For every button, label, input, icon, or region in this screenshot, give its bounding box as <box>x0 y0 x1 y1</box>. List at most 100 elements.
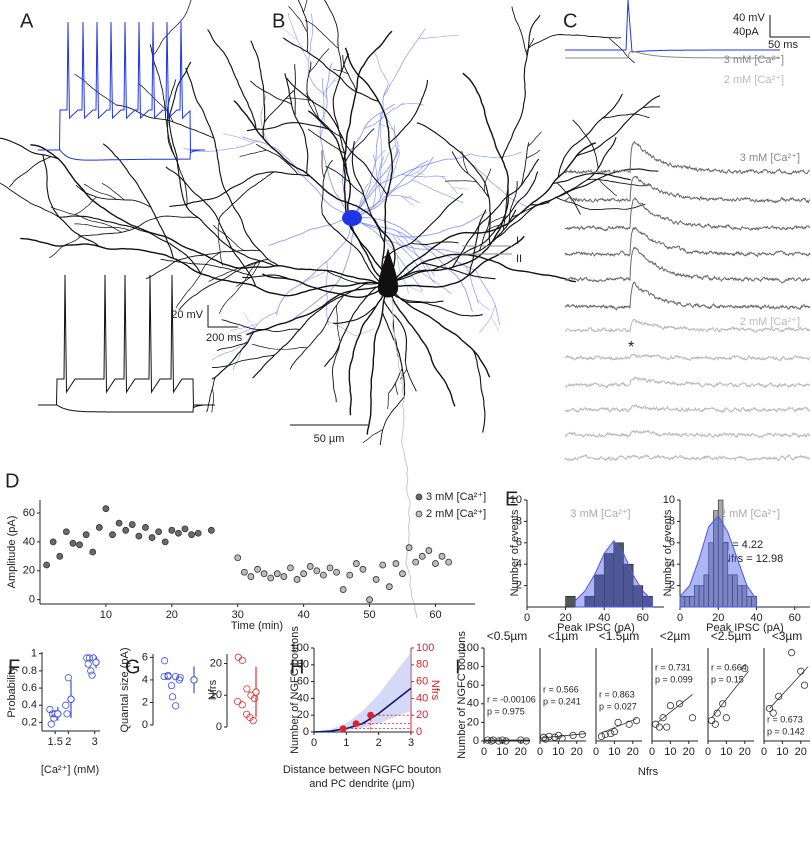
dendrite <box>383 28 426 97</box>
x-tick-label: 0 <box>705 746 711 758</box>
dendrite <box>556 197 646 211</box>
scale-label: 20 mV <box>171 309 203 321</box>
point <box>306 563 314 570</box>
x-tick-label: 1 <box>343 737 349 749</box>
y-axis-label: Amplitude (pA) <box>6 516 18 589</box>
point <box>522 737 530 745</box>
point <box>569 731 577 740</box>
x-axis-label: [Ca²⁺] (mM) <box>41 764 99 776</box>
point <box>168 693 177 701</box>
ipsc-trace <box>564 196 811 232</box>
point <box>379 561 387 569</box>
y2-tick-label: 0 <box>416 726 422 738</box>
point <box>69 539 77 547</box>
dendrite <box>252 281 369 379</box>
point <box>487 737 495 745</box>
point <box>578 730 586 739</box>
x-tick-label: 10 <box>776 746 788 758</box>
point <box>352 720 360 727</box>
y-axis-label: Probability <box>6 666 18 718</box>
dendrite <box>344 47 394 286</box>
dendrite <box>333 305 377 324</box>
point <box>359 565 367 573</box>
x-tick-label: 20 <box>683 746 695 758</box>
gaussian-fit <box>679 515 758 608</box>
y-axis-label: Quantal size (pA) <box>119 648 131 733</box>
voltage-trace <box>565 0 780 53</box>
dendrite <box>392 234 451 295</box>
stat-text: r = 0.566 <box>543 684 579 694</box>
point <box>115 519 123 527</box>
point <box>372 576 380 583</box>
stat-text: p = 0.15 <box>711 674 744 684</box>
point <box>234 554 242 562</box>
y-tick-label: 100 <box>461 642 479 654</box>
dendrite <box>255 143 299 175</box>
dendrite <box>479 305 496 334</box>
y-tick-label: 4 <box>516 558 522 570</box>
y-tick-label: 0 <box>473 735 479 747</box>
dendrite <box>556 182 581 215</box>
dendrite <box>268 217 353 246</box>
dendrite <box>374 53 390 87</box>
dendrite <box>290 217 354 322</box>
dendrite <box>305 93 319 119</box>
y-tick-label: 20 <box>467 716 479 728</box>
stat-text: p = 0.142 <box>767 726 805 736</box>
dendrite <box>152 0 192 57</box>
point <box>346 571 354 579</box>
dendrite <box>306 61 344 139</box>
dendrite <box>575 95 660 157</box>
panel-label: E <box>505 488 518 510</box>
panel-title: <1.5µm <box>599 629 640 643</box>
y-axis-label: Nfrs <box>207 679 219 700</box>
point <box>172 702 180 710</box>
x-tick-label: 10 <box>100 609 112 621</box>
y-tick-label: 0 <box>142 719 148 731</box>
ipsc-trace <box>564 246 811 284</box>
dendrite <box>501 14 541 160</box>
legend-marker <box>415 510 423 518</box>
y-tick-label: 4 <box>669 558 675 570</box>
point <box>655 723 663 731</box>
point <box>84 660 92 668</box>
x-tick-label: 20 <box>559 612 571 624</box>
dendrite <box>382 193 464 259</box>
x-tick-label: 20 <box>571 746 583 758</box>
dendrite <box>444 180 477 183</box>
dendrite <box>116 104 215 139</box>
point <box>765 704 774 713</box>
dendrite <box>345 128 375 162</box>
dendrite <box>343 30 393 286</box>
y-tick-label: 20 <box>297 709 309 721</box>
x-axis-label: Nfrs <box>638 766 659 778</box>
dendrite <box>421 262 496 280</box>
stat-text: p = 0.241 <box>543 696 581 706</box>
panel-label: B <box>272 10 285 32</box>
dendrite <box>211 341 248 361</box>
point <box>775 692 783 700</box>
point <box>47 720 55 728</box>
point <box>260 570 268 578</box>
dendrite <box>404 361 417 392</box>
dendrite <box>406 285 422 293</box>
y-tick-label: 0.8 <box>22 665 37 677</box>
point <box>800 681 809 689</box>
dendrite <box>451 158 540 268</box>
dendrite <box>75 184 152 208</box>
stat-text: r = 0.731 <box>655 662 691 672</box>
y-tick-label: 60 <box>467 679 479 691</box>
x-tick-label: 20 <box>795 746 807 758</box>
scale-label: 40pA <box>733 26 759 38</box>
dendrite <box>223 133 254 143</box>
current-trace <box>565 50 780 59</box>
dendrite <box>378 123 394 130</box>
x-tick-label: 0 <box>649 746 655 758</box>
dendrite <box>397 231 435 284</box>
trace-label: 3 mM [Ca²⁺] <box>724 54 784 66</box>
x-tick-label: 2 <box>65 736 71 748</box>
point <box>385 583 393 591</box>
stat-text: r = -0.00106 <box>487 694 536 704</box>
dendrite <box>58 215 202 275</box>
guide-line <box>370 714 411 732</box>
